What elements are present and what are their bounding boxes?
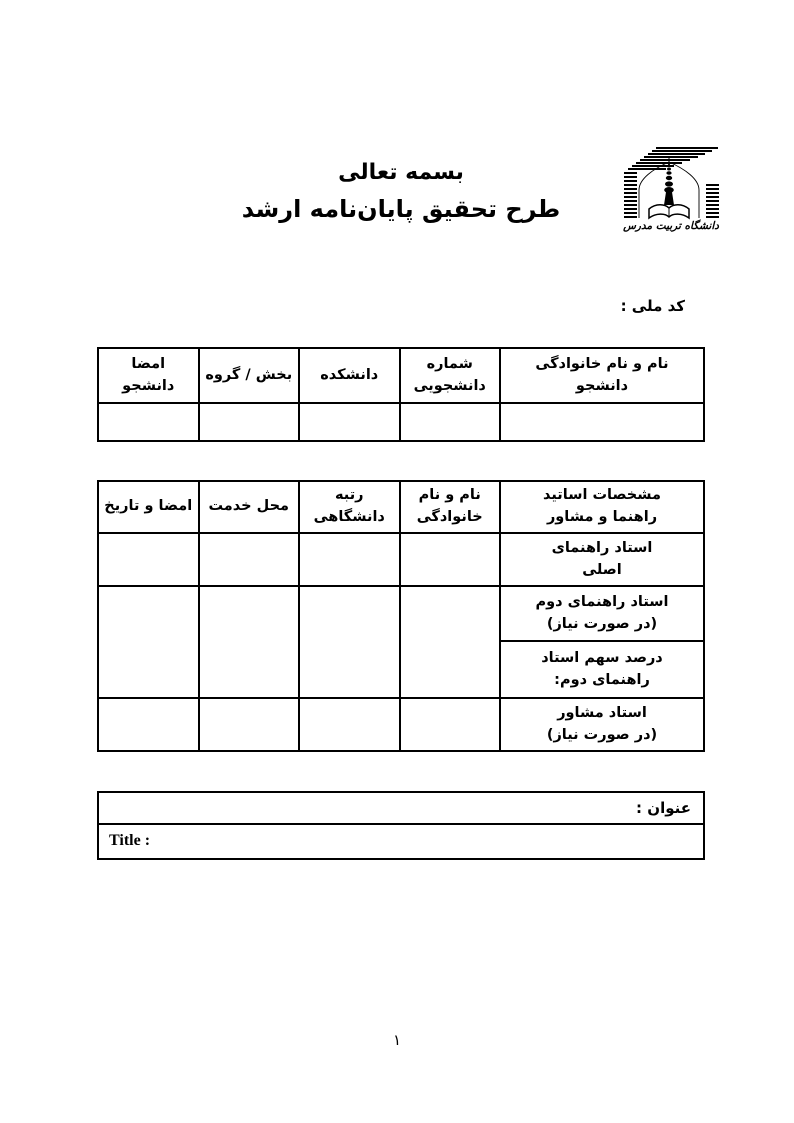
workplace-header: محل خدمت xyxy=(197,480,300,534)
professors-table: مشخصات اساتید راهنما و مشاور نام و نام خ… xyxy=(97,480,705,752)
thesis-title-persian-label: عنوان : xyxy=(99,793,703,825)
student-name-cell xyxy=(499,402,705,442)
main-supervisor-signature-cell xyxy=(97,532,200,587)
thesis-title-box: عنوان : Title : xyxy=(97,791,705,860)
student-signature-header: امضا دانشجو xyxy=(97,347,200,404)
second-supervisor-share-label: درصد سهم استاد راهنمای دوم: xyxy=(499,640,705,699)
student-info-table: نام و نام خانوادگی دانشجو شماره دانشجویی… xyxy=(97,347,705,442)
page-number: ۱ xyxy=(392,1031,402,1049)
thesis-title-english-label: Title : xyxy=(109,832,151,849)
professors-spec-header: مشخصات اساتید راهنما و مشاور xyxy=(499,480,705,534)
student-number-cell xyxy=(398,402,501,442)
student-table-header-row: نام و نام خانوادگی دانشجو شماره دانشجویی… xyxy=(97,347,705,404)
advisor-rank-cell xyxy=(298,697,401,752)
main-supervisor-label: استاد راهنمای اصلی xyxy=(499,532,705,587)
second-supervisor-name-cell xyxy=(398,585,501,699)
faculty-cell xyxy=(298,402,401,442)
student-name-header: نام و نام خانوادگی دانشجو xyxy=(499,347,705,404)
university-emblem-icon xyxy=(624,147,719,220)
department-cell xyxy=(197,402,300,442)
second-supervisor-row: استاد راهنمای دوم (در صورت نیاز) xyxy=(97,585,705,699)
advisor-name-cell xyxy=(398,697,501,752)
second-supervisor-rank-cell xyxy=(298,585,401,699)
student-number-header: شماره دانشجویی xyxy=(398,347,501,404)
university-logo: دانشگاه تربیت مدرس xyxy=(621,146,721,232)
student-table-data-row xyxy=(97,402,705,442)
second-supervisor-share-row: درصد سهم استاد راهنمای دوم: xyxy=(98,640,705,699)
main-supervisor-row: استاد راهنمای اصلی xyxy=(97,532,705,587)
advisor-workplace-cell xyxy=(197,697,300,752)
second-supervisor-workplace-cell xyxy=(197,585,300,699)
main-supervisor-workplace-cell xyxy=(197,532,300,587)
professor-name-header: نام و نام خانوادگی xyxy=(398,480,501,534)
faculty-header: دانشکده xyxy=(298,347,401,404)
professors-table-header-row: مشخصات اساتید راهنما و مشاور نام و نام خ… xyxy=(97,480,705,534)
department-header: بخش / گروه xyxy=(197,347,300,404)
national-code-label: کد ملی : xyxy=(620,297,685,315)
main-supervisor-name-cell xyxy=(398,532,501,587)
academic-rank-header: رتبه دانشگاهی xyxy=(298,480,401,534)
advisor-signature-cell xyxy=(97,697,200,752)
student-signature-cell xyxy=(97,402,200,442)
bismillah-text: بسمه تعالی xyxy=(338,160,464,185)
header-titles: بسمه تعالی طرح تحقیق پایان‌نامه ارشد xyxy=(97,157,705,229)
advisor-label: استاد مشاور (در صورت نیاز) xyxy=(499,697,705,752)
university-logo-caption: دانشگاه تربیت مدرس xyxy=(623,220,719,232)
advisor-row: استاد مشاور (در صورت نیاز) xyxy=(97,697,705,752)
page-title: طرح تحقیق پایان‌نامه ارشد xyxy=(241,195,561,223)
main-supervisor-rank-cell xyxy=(298,532,401,587)
second-supervisor-label: استاد راهنمای دوم (در صورت نیاز) xyxy=(499,585,705,642)
signature-date-header: امضا و تاریخ xyxy=(97,480,200,534)
second-supervisor-signature-cell xyxy=(97,585,200,699)
